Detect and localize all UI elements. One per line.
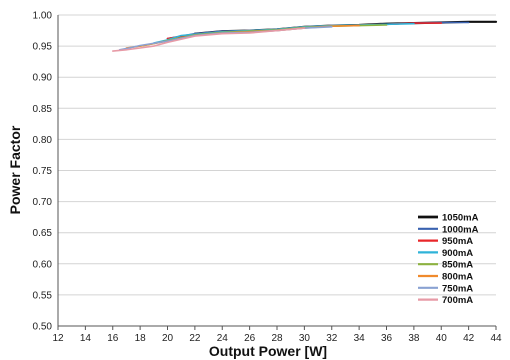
x-tick-label: 32 [326,333,338,344]
x-tick-label: 22 [189,333,201,344]
legend-label: 700mA [442,295,473,306]
y-tick-label: 0.75 [33,166,53,177]
x-tick-label: 16 [107,333,119,344]
x-tick-label: 34 [354,333,366,344]
x-tick-label: 40 [436,333,448,344]
x-axis-title: Output Power [W] [209,343,327,359]
x-tick-labels: 12 14 16 18 20 22 24 26 28 30 32 34 36 38 40 42 44 [52,326,502,344]
legend-label: 950mA [442,236,473,247]
y-tick-label: 0.90 [33,73,53,84]
x-tick-label: 24 [217,333,229,344]
x-tick-label: 44 [490,333,502,344]
series-line-950mA [166,22,443,40]
legend-label: 900mA [442,248,473,259]
x-tick-label: 14 [80,333,92,344]
y-tick-label: 0.60 [33,259,53,270]
x-tick-label: 42 [463,333,475,344]
y-tick-labels: 0.50 0.55 0.60 0.65 0.70 0.75 0.80 0.85 0.90 0.95… [33,11,53,333]
y-tick-label: 1.00 [33,11,53,22]
x-tick-label: 26 [244,333,256,344]
series-line-700mA [112,27,306,52]
y-tick-label: 0.65 [33,228,53,239]
series-lines [112,20,498,52]
x-tick-label: 30 [299,333,311,344]
x-tick-label: 20 [162,333,174,344]
x-tick-label: 36 [381,333,393,344]
y-tick-label: 0.95 [33,42,53,53]
legend: 1050mA1000mA950mA900mA850mA800mA750mA700… [418,213,479,306]
x-tick-label: 28 [271,333,283,344]
series-line-1000mA [166,21,470,40]
y-axis-title: Power Factor [7,125,23,214]
legend-label: 1000mA [442,224,479,235]
y-tick-label: 0.85 [33,104,53,115]
y-tick-label: 0.50 [33,322,53,333]
series-line-850mA [139,24,388,47]
x-tick-label: 38 [408,333,420,344]
y-tick-label: 0.55 [33,290,53,301]
y-tick-label: 0.80 [33,135,53,146]
legend-label: 850mA [442,260,473,271]
x-tick-label: 18 [135,333,147,344]
gridlines [58,14,496,327]
legend-label: 800mA [442,272,473,283]
y-tick-label: 0.70 [33,197,53,208]
legend-label: 1050mA [442,213,479,224]
legend-label: 750mA [442,283,473,294]
x-tick-label: 12 [52,333,64,344]
